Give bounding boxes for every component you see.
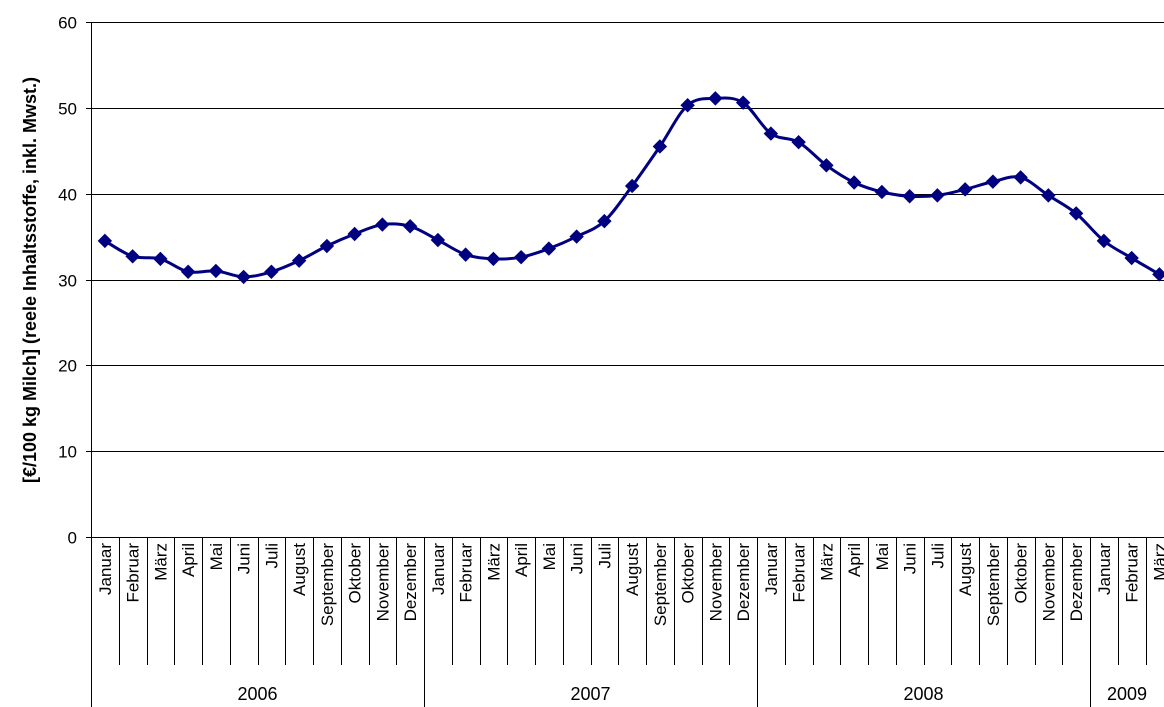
y-tick-label: 20 [58,357,77,376]
data-point [458,247,473,262]
data-point [902,189,917,204]
month-label: Februar [124,543,143,603]
data-point [180,264,196,279]
y-tick-label: 40 [58,186,77,205]
data-point [208,263,224,279]
data-point [347,226,362,242]
month-label: Dezember [734,543,753,622]
month-label: November [1039,543,1058,622]
month-label: April [179,543,198,577]
month-label: Dezember [401,543,420,622]
data-point [402,219,418,234]
month-label: November [706,543,725,622]
year-label: 2009 [1107,684,1147,704]
month-label: Januar [1095,543,1114,595]
month-label: Dezember [1067,543,1086,622]
y-tick-label: 60 [58,14,77,33]
month-label: Januar [429,543,448,595]
month-label: März [1150,543,1164,581]
year-label: 2007 [570,684,610,704]
axes [86,22,1164,538]
data-point [846,175,862,190]
y-tick-label: 10 [58,443,77,462]
data-point [125,249,140,264]
month-label: August [956,543,975,596]
series-price [97,91,1164,285]
data-point [791,134,806,150]
month-label: Oktober [346,543,365,604]
y-tick-label: 0 [68,529,77,548]
data-point [930,188,945,203]
month-label: November [373,543,392,622]
y-axis-label: [€/100 kg Milch] (reele Inhaltsstoffe, i… [20,77,40,483]
month-label: September [984,543,1003,626]
data-point [1041,188,1056,203]
data-point [652,139,668,154]
data-point [680,98,695,113]
month-label: August [623,543,642,596]
month-label: Juni [568,543,587,574]
month-label: Juli [262,543,281,569]
data-point [513,249,529,265]
data-point [291,253,307,268]
data-point [375,217,390,232]
data-point [597,213,612,229]
gridlines [91,22,1164,452]
month-label: Juni [901,543,920,574]
data-point [97,233,113,249]
month-label: September [318,543,337,626]
month-label: April [845,543,864,577]
data-point [153,251,168,267]
month-label: Februar [1123,543,1142,603]
data-point [1068,206,1084,221]
data-point [874,184,890,200]
data-point [763,126,779,141]
data-point [569,229,584,244]
year-label: 2006 [237,684,277,704]
month-label: März [151,543,170,581]
month-label: Januar [762,543,781,595]
y-tick-label: 50 [58,100,77,119]
data-point [1013,170,1028,185]
data-point [708,91,723,106]
data-point [236,269,251,285]
y-tick-label: 30 [58,272,77,291]
year-label: 2008 [903,684,943,704]
month-label: Oktober [679,543,698,604]
data-point [264,264,279,279]
month-label: August [290,543,309,596]
month-label: April [512,543,531,577]
month-label: Februar [790,543,809,603]
month-label: Februar [457,543,476,603]
data-point [985,174,1001,189]
data-point [541,241,557,256]
month-label: Juli [595,543,614,569]
data-point [1096,233,1112,249]
y-tick-labels: 0 10 20 30 40 50 60 [58,14,77,548]
data-point [624,178,640,194]
month-label: März [484,543,503,581]
month-label: März [817,543,836,581]
month-label: Mai [540,543,559,570]
month-label: Juli [928,543,947,569]
data-point [486,251,501,267]
data-point [1124,250,1139,266]
data-point [735,95,751,110]
month-label: Januar [96,543,115,595]
data-point [319,238,335,254]
data-point [819,158,834,173]
data-point [430,232,446,248]
month-label: Juni [235,543,254,574]
data-point [957,182,973,197]
month-label: Mai [207,543,226,570]
month-label: Oktober [1012,543,1031,604]
x-category-axis: Januar Februar März April Mai Juni Juli August S… [91,537,1164,707]
month-label: Mai [873,543,892,570]
month-label: September [651,543,670,626]
